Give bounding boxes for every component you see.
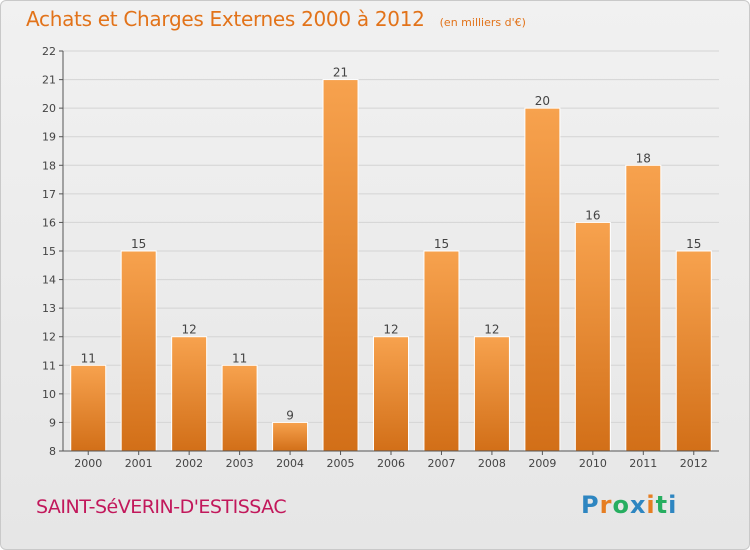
x-tick-label: 2007 [427, 457, 455, 470]
y-tick-label: 14 [42, 274, 56, 287]
x-tick-label: 2000 [74, 457, 102, 470]
bar-2003 [221, 364, 258, 452]
y-tick-label: 21 [42, 74, 56, 87]
data-label-2007: 15 [434, 237, 449, 251]
x-tick-label: 2008 [478, 457, 506, 470]
logo-letter: t [655, 491, 669, 519]
data-label-2009: 20 [535, 94, 550, 108]
bar-2011 [625, 164, 662, 452]
data-label-2003: 11 [232, 351, 247, 365]
y-tick-label: 19 [42, 131, 56, 144]
bar-2004 [272, 421, 309, 452]
y-tick-label: 16 [42, 216, 56, 229]
data-label-2011: 18 [636, 151, 651, 165]
data-label-2005: 21 [333, 66, 348, 80]
logo-letter: P [581, 491, 600, 519]
bars [70, 79, 712, 452]
x-tick-label: 2005 [327, 457, 355, 470]
data-label-2000: 11 [81, 351, 96, 365]
title-row: Achats et Charges Externes 2000 à 2012 (… [26, 7, 526, 31]
y-tick-label: 22 [42, 45, 56, 58]
x-tick-label: 2010 [579, 457, 607, 470]
data-label-2012: 15 [686, 237, 701, 251]
bar-2007 [423, 250, 460, 452]
x-tick-label: 2002 [175, 457, 203, 470]
logo-letter: i [646, 491, 656, 519]
location-name: SAINT-SéVERIN-D'ESTISSAC [36, 496, 287, 518]
y-tick-label: 8 [49, 445, 56, 458]
data-label-2008: 12 [484, 323, 499, 337]
chart-subtitle: (en milliers d'€) [439, 16, 526, 29]
chart-title: Achats et Charges Externes 2000 à 2012 [26, 7, 425, 31]
data-label-2002: 12 [182, 323, 197, 337]
axes: 8 9 10 11 12 13 14 15 16 17 18 19 20 21 22 2000 2001 2002… [42, 45, 719, 470]
data-label-2006: 12 [383, 323, 398, 337]
proxiti-logo: Proxiti [581, 491, 677, 519]
bar-2002 [171, 336, 208, 452]
bar-2001 [120, 250, 157, 452]
bar-2010 [574, 221, 611, 452]
x-tick-label: 2001 [125, 457, 153, 470]
x-tick-label: 2012 [680, 457, 708, 470]
y-tick-label: 13 [42, 302, 56, 315]
y-tick-label: 11 [42, 359, 56, 372]
x-tick-label: 2011 [629, 457, 657, 470]
x-tick-label: 2003 [226, 457, 254, 470]
logo-letter: o [612, 491, 630, 519]
y-tick-label: 12 [42, 331, 56, 344]
bar-2006 [373, 336, 409, 452]
data-label-2004: 9 [286, 408, 294, 422]
bar-2008 [473, 336, 510, 452]
bar-2005 [322, 79, 359, 452]
logo-letter: i [668, 491, 678, 519]
data-labels: 11 15 12 11 9 21 12 15 12 20 16 18 15 [81, 66, 702, 423]
logo-letter: x [629, 491, 647, 519]
y-tick-label: 9 [49, 416, 56, 429]
data-label-2010: 16 [585, 208, 600, 222]
y-tick-label: 18 [42, 159, 56, 172]
x-tick-label: 2004 [276, 457, 304, 470]
logo-letter: r [599, 491, 613, 519]
bar-2000 [70, 364, 107, 452]
x-tick-label: 2006 [377, 457, 405, 470]
y-tick-label: 17 [42, 188, 56, 201]
data-label-2001: 15 [131, 237, 146, 251]
y-tick-label: 20 [42, 102, 56, 115]
bar-2009 [524, 107, 561, 452]
bar-2012 [675, 250, 712, 452]
x-tick-label: 2009 [528, 457, 556, 470]
y-tick-label: 15 [42, 245, 56, 258]
y-tick-label: 10 [42, 388, 56, 401]
